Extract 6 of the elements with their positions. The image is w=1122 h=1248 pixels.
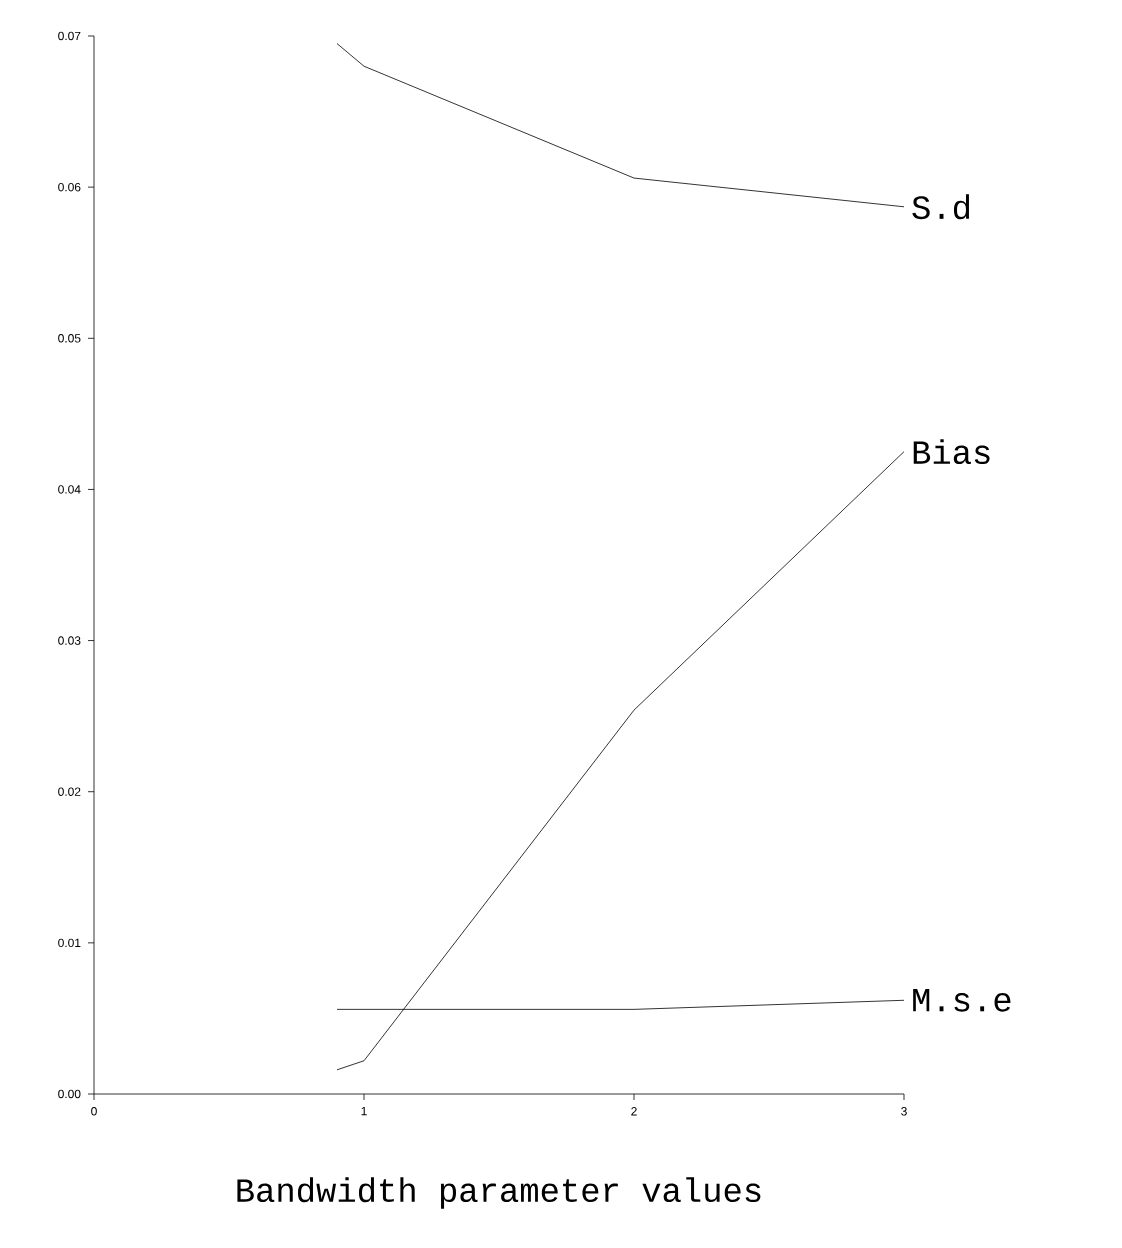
line-series — [336, 43, 905, 208]
x-axis-title: Bandwidth parameter values — [237, 1177, 761, 1209]
line-series — [336, 451, 905, 1071]
series-label: M.s.e — [913, 988, 1011, 1012]
series-label: Bias — [913, 439, 990, 465]
series-label: S.d — [912, 194, 970, 220]
